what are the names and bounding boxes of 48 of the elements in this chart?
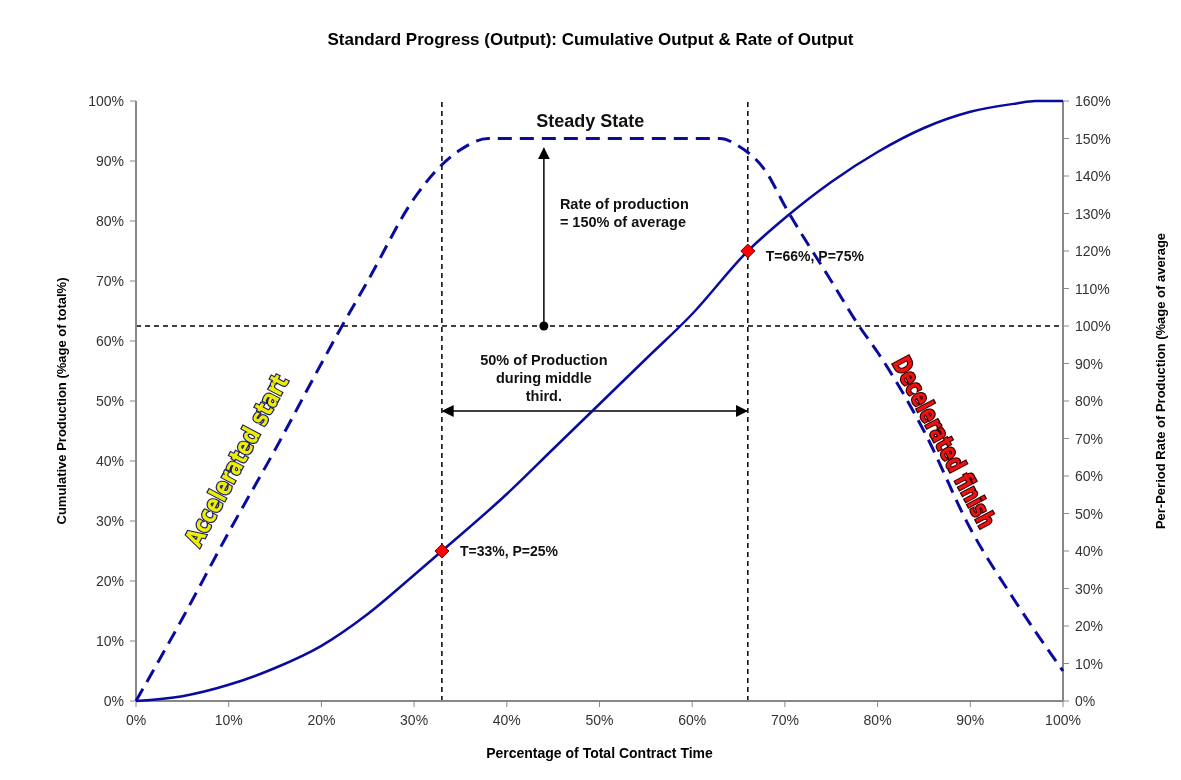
- x-tick-label: 20%: [307, 712, 336, 728]
- x-tick-label: 60%: [678, 712, 707, 728]
- chart-title: Standard Progress (Output): Cumulative Output & Rate of Output: [327, 30, 854, 49]
- annotation: Rate of production = 150% of average: [559, 196, 689, 230]
- y2-tick-label: 40%: [1075, 543, 1104, 559]
- x-tick-label: 30%: [400, 712, 429, 728]
- y-axis-title: Cumulative Production (%age of total%): [54, 277, 69, 525]
- x-tick-label: 10%: [214, 712, 243, 728]
- x-tick-label: 80%: [863, 712, 892, 728]
- x-tick-label: 70%: [770, 712, 799, 728]
- y-tick-label: 0%: [103, 693, 124, 709]
- y2-tick-label: 70%: [1075, 430, 1104, 447]
- y2-tick-label: 20%: [1075, 618, 1104, 634]
- y2-tick-label: 130%: [1075, 205, 1111, 222]
- annotation: 50% of Production during middle third.: [480, 352, 608, 404]
- y-tick-label: 70%: [95, 273, 124, 289]
- y-tick-label: 60%: [95, 333, 124, 349]
- x-axis-title: Percentage of Total Contract Time: [486, 745, 714, 761]
- annotation: T=33%, P=25%: [459, 543, 559, 559]
- x-tick-label: 100%: [1045, 712, 1081, 728]
- y2-tick-label: 120%: [1075, 243, 1111, 259]
- y-tick-label: 30%: [95, 513, 124, 529]
- y2-tick-label: 80%: [1075, 393, 1104, 409]
- y2-tick-label: 30%: [1075, 580, 1104, 597]
- y2-tick-label: 90%: [1075, 355, 1104, 372]
- y-tick-label: 20%: [95, 573, 124, 589]
- y2-tick-label: 0%: [1075, 693, 1096, 709]
- y-tick-label: 90%: [95, 153, 124, 169]
- y2-tick-label: 110%: [1075, 280, 1110, 297]
- y2-tick-label: 50%: [1075, 505, 1104, 522]
- y2-tick-label: 150%: [1075, 130, 1111, 147]
- x-tick-label: 50%: [585, 712, 614, 728]
- x-tick-label: 90%: [956, 712, 985, 728]
- y2-axis-title: Per-Period Rate of Production (%age of average: [1153, 232, 1168, 530]
- y-tick-label: 80%: [95, 213, 124, 229]
- y-tick-label: 40%: [95, 453, 124, 469]
- annotation: T=66%, P=75%: [765, 248, 865, 264]
- y2-tick-label: 140%: [1075, 168, 1111, 184]
- y-tick-label: 10%: [95, 633, 124, 649]
- y2-tick-label: 100%: [1075, 318, 1111, 334]
- y-tick-label: 100%: [88, 93, 124, 109]
- x-tick-label: 0%: [125, 712, 147, 728]
- x-tick-label: 40%: [492, 712, 521, 728]
- y-tick-label: 50%: [95, 393, 124, 409]
- y2-tick-label: 10%: [1075, 655, 1104, 672]
- y2-tick-label: 60%: [1075, 468, 1104, 484]
- annotation: Steady State: [536, 110, 645, 131]
- y2-tick-label: 160%: [1075, 93, 1111, 109]
